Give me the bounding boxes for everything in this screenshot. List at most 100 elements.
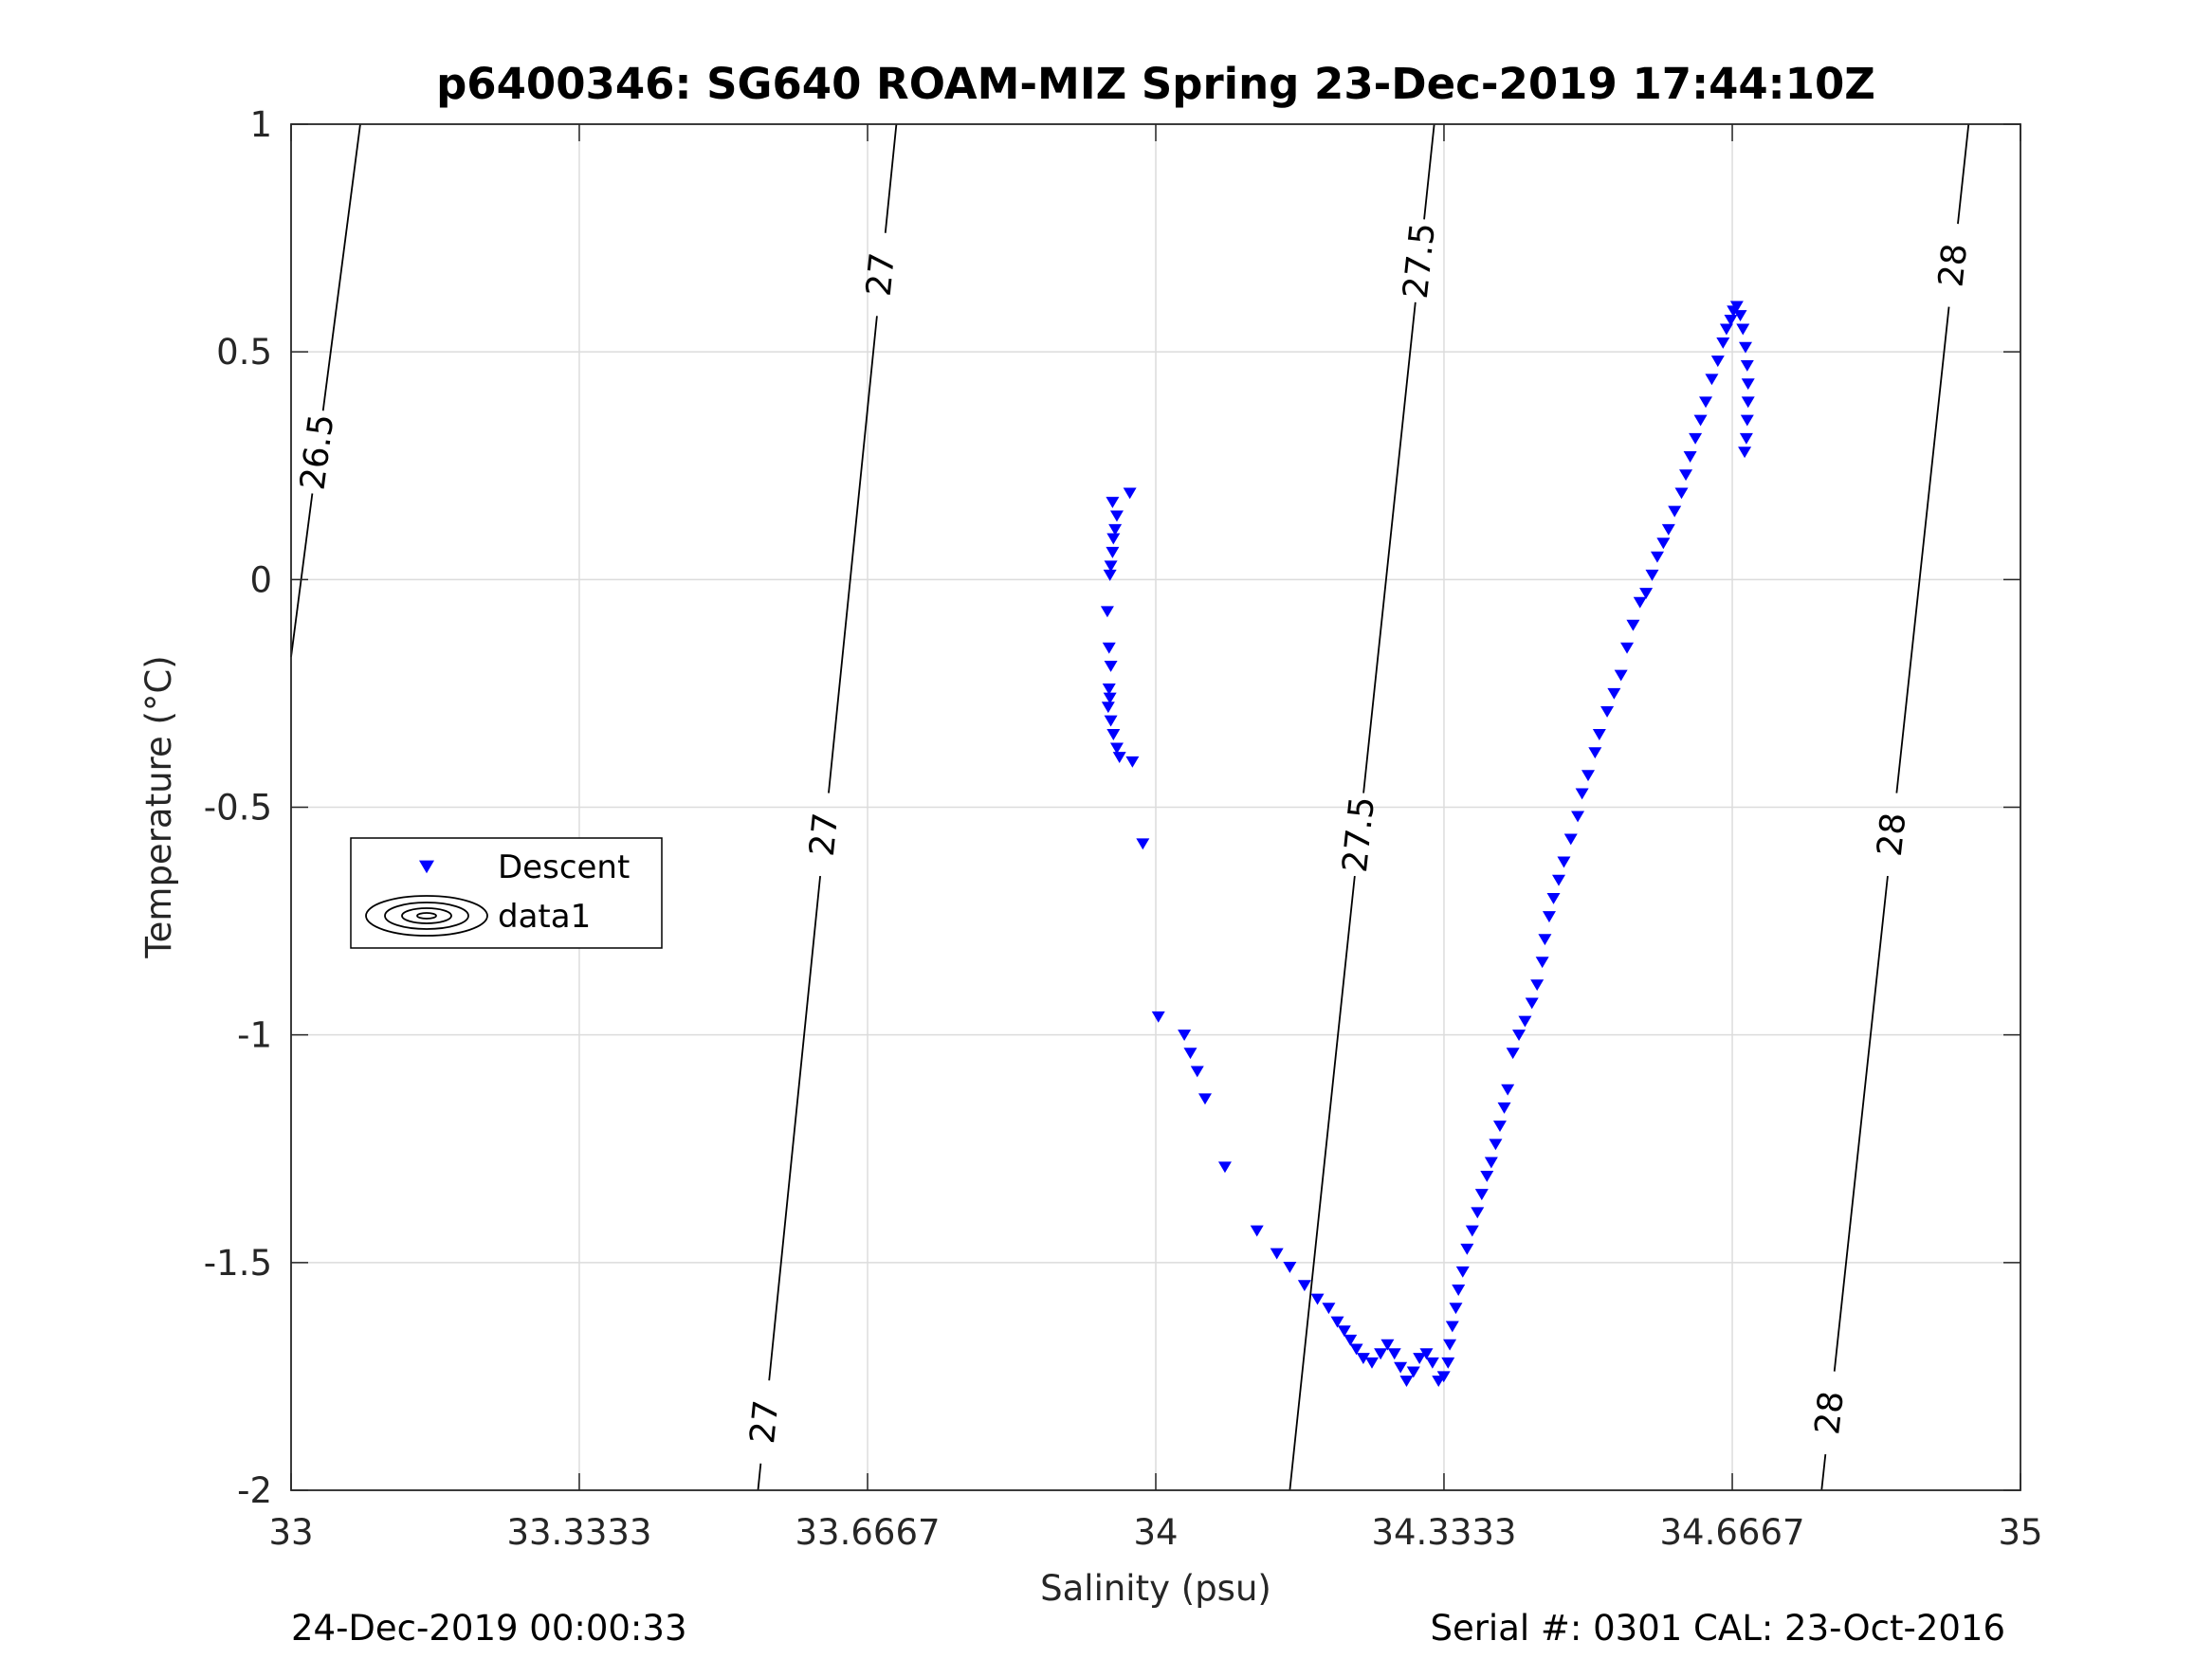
descent-marker <box>1679 469 1693 482</box>
descent-marker <box>1270 1248 1284 1260</box>
descent-marker <box>1250 1225 1264 1237</box>
descent-marker <box>1419 1348 1434 1360</box>
descent-marker <box>1506 1048 1520 1060</box>
contour-line-27.5 <box>1362 301 1417 793</box>
descent-marker <box>1639 588 1654 600</box>
descent-marker <box>1557 856 1571 868</box>
descent-marker <box>1484 1157 1498 1169</box>
descent-marker <box>1689 432 1703 445</box>
descent-marker <box>1683 451 1697 463</box>
descent-marker <box>1394 1361 1408 1374</box>
x-tick-label: 33 <box>268 1512 313 1553</box>
y-tick-label: -1.5 <box>204 1243 272 1284</box>
contour-line-28 <box>1820 1453 1827 1491</box>
descent-marker <box>1356 1353 1370 1365</box>
y-tick-label: 0 <box>249 559 272 600</box>
descent-marker <box>1592 729 1606 740</box>
descent-marker <box>1136 838 1150 850</box>
descent-marker <box>1716 337 1730 349</box>
descent-marker <box>1575 788 1589 800</box>
descent-marker <box>1104 660 1118 672</box>
contour-label: 28 <box>1808 1389 1852 1436</box>
descent-marker <box>1525 997 1539 1010</box>
descent-marker <box>1633 596 1647 609</box>
descent-marker <box>1571 811 1585 823</box>
chart-title: p6400346: SG640 ROAM-MIZ Spring 23-Dec-2… <box>436 59 1875 109</box>
legend-contour-icon <box>365 895 488 937</box>
descent-marker <box>1693 414 1708 427</box>
descent-marker <box>1380 1339 1395 1351</box>
descent-marker <box>1104 715 1118 727</box>
descent-marker <box>1406 1366 1420 1378</box>
descent-marker <box>1738 341 1752 354</box>
descent-marker <box>1518 1015 1532 1028</box>
descent-marker <box>1674 487 1689 500</box>
contour-label: 28 <box>1871 811 1914 858</box>
contour-line-27.5 <box>1289 875 1356 1491</box>
descent-marker <box>1600 706 1615 718</box>
descent-marker <box>1322 1303 1336 1315</box>
descent-marker <box>1197 1093 1212 1105</box>
descent-marker <box>1501 1084 1515 1096</box>
descent-marker <box>1538 934 1552 946</box>
descent-marker <box>1480 1170 1494 1182</box>
x-tick-label: 34.6667 <box>1660 1512 1805 1553</box>
descent-marker <box>1738 447 1752 459</box>
descent-marker <box>1112 752 1126 763</box>
contour-line-27 <box>757 1463 762 1491</box>
footer-timestamp: 24-Dec-2019 00:00:33 <box>291 1608 686 1649</box>
descent-marker <box>1125 756 1140 768</box>
descent-marker <box>1217 1161 1232 1174</box>
descent-marker <box>1445 1321 1459 1333</box>
contour-label: 28 <box>1931 242 1975 289</box>
contour-line-28 <box>1957 123 1970 225</box>
contour-line-27 <box>768 876 821 1381</box>
descent-marker <box>1530 979 1545 992</box>
descent-marker <box>1471 1207 1485 1219</box>
descent-marker <box>1620 642 1635 654</box>
descent-marker <box>1460 1243 1474 1255</box>
contour-label: 27.5 <box>1397 221 1443 301</box>
descent-marker <box>1103 692 1117 704</box>
descent-marker <box>1102 684 1116 695</box>
legend: Descent data1 <box>350 837 663 949</box>
descent-marker <box>1626 619 1640 631</box>
descent-marker <box>1283 1262 1297 1273</box>
footer-serial-cal: Serial #: 0301 CAL: 23-Oct-2016 <box>1430 1608 2005 1649</box>
descent-marker <box>1109 742 1124 755</box>
descent-marker <box>1661 523 1675 536</box>
x-tick-label: 33.6667 <box>795 1512 941 1553</box>
grid-layer <box>291 124 2020 1490</box>
descent-marker <box>1736 323 1750 336</box>
descent-marker <box>1733 310 1747 322</box>
descent-marker <box>1656 538 1671 550</box>
y-tick-label: -1 <box>237 1015 272 1056</box>
descent-marker <box>1729 301 1744 313</box>
contour-line-26.5 <box>290 493 314 658</box>
legend-descent-label: Descent <box>498 848 630 886</box>
descent-marker <box>1441 1357 1455 1369</box>
descent-marker <box>1563 833 1578 846</box>
contour-line-27 <box>884 123 898 233</box>
descent-marker <box>1443 1339 1457 1351</box>
y-tick-label: -0.5 <box>204 788 272 829</box>
descent-marker <box>1297 1280 1311 1292</box>
descent-marker <box>1455 1266 1470 1278</box>
descent-marker <box>1542 911 1556 923</box>
legend-data1-label: data1 <box>498 898 591 936</box>
descent-marker <box>1449 1303 1463 1315</box>
contour-line-28 <box>1833 875 1889 1372</box>
descent-marker <box>1104 560 1118 573</box>
y-axis-label: Temperature (°C) <box>138 655 179 958</box>
descent-marker <box>1106 533 1121 545</box>
descent-marker <box>1741 378 1755 391</box>
descent-marker <box>1588 747 1602 759</box>
descent-marker <box>1344 1334 1358 1346</box>
y-tick-label: -2 <box>237 1470 272 1511</box>
descent-series <box>1100 301 1755 1388</box>
contour-label: 27 <box>803 811 846 858</box>
descent-marker <box>1100 606 1114 618</box>
descent-marker <box>1178 1030 1192 1041</box>
x-tick-label: 34 <box>1133 1512 1178 1553</box>
descent-marker <box>1668 505 1682 518</box>
